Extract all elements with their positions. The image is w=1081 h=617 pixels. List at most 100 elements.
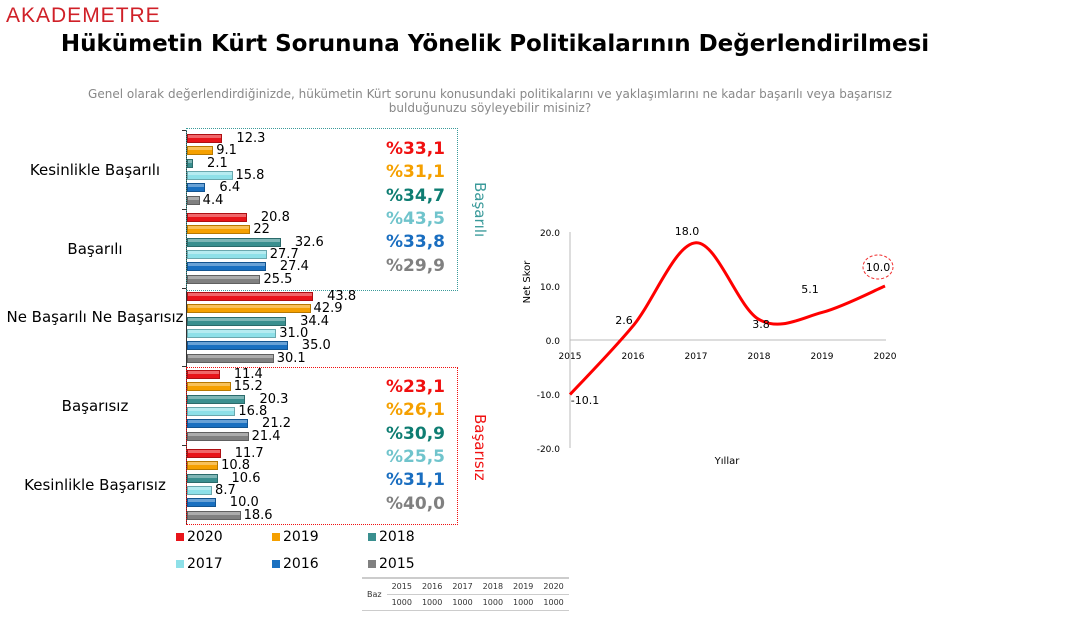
category-label: Kesinlikle Başarısız — [24, 476, 166, 494]
x-tick-label: 2019 — [811, 352, 834, 362]
bar-value-label: 42.9 — [313, 301, 343, 317]
legend-swatch — [176, 560, 184, 568]
legend-swatch — [272, 533, 280, 541]
bar-2015 — [187, 510, 241, 520]
data-label: 2.6 — [615, 314, 633, 327]
x-axis-title: Yıllar — [714, 456, 741, 467]
bar-value-label: 15.8 — [235, 167, 265, 183]
data-label: 10.0 — [866, 261, 891, 274]
bar-2018 — [187, 237, 281, 247]
bar-value-label: 20.8 — [260, 210, 290, 225]
bar-2017 — [187, 328, 277, 338]
logo: AKADEMETRE — [6, 4, 161, 27]
page-subtitle: Genel olarak değerlendirdiğinizde, hüküm… — [88, 87, 892, 115]
legend-label: 2016 — [283, 556, 319, 572]
bar-axis — [186, 130, 187, 524]
bar-2017 — [187, 485, 213, 495]
category-label: Kesinlikle Başarılı — [29, 161, 161, 179]
legend-label: 2019 — [283, 529, 319, 545]
bar-2019 — [187, 382, 231, 392]
x-tick-label: 2020 — [874, 352, 897, 362]
failure-total-2016: %31,1 — [386, 470, 445, 491]
bar-value-label: 12.3 — [236, 131, 266, 146]
bar-value-label: 32.6 — [294, 234, 324, 250]
bar-2018 — [187, 158, 194, 168]
bar-value-label: 31.0 — [279, 325, 309, 341]
bar-value-label: 43.8 — [327, 289, 357, 304]
bar-value-label: 8.7 — [215, 482, 236, 498]
axis-tick — [182, 366, 186, 367]
legend-item-2018: 2018 — [368, 529, 415, 545]
bar-2016 — [187, 341, 288, 351]
x-tick-label: 2015 — [559, 352, 582, 362]
legend-item-2016: 2016 — [272, 556, 319, 572]
base-table: Baz 2015 2016 2017 2018 2019 2020 1000 1000 1000… — [362, 577, 569, 611]
bar-2019 — [187, 304, 311, 314]
legend-swatch — [272, 560, 280, 568]
base-value: 1000 — [543, 598, 564, 607]
y-tick-label: 10.0 — [540, 283, 560, 293]
x-tick-label: 2017 — [685, 352, 708, 362]
bar-value-label: 4.4 — [202, 192, 224, 208]
bar-2016 — [187, 183, 206, 193]
base-row-label: Baz — [367, 590, 382, 599]
legend-swatch — [176, 533, 184, 541]
legend-label: 2015 — [379, 556, 415, 572]
bar-2016 — [187, 419, 249, 429]
bar-2020 — [187, 292, 314, 301]
x-tick-label: 2016 — [622, 352, 645, 362]
base-year: 2019 — [513, 582, 534, 591]
bar-value-label: 15.2 — [233, 379, 263, 395]
legend-label: 2020 — [187, 529, 223, 545]
failure-total-2020: %23,1 — [386, 377, 445, 397]
base-year: 2016 — [421, 582, 443, 591]
success-total-2015: %29,9 — [386, 255, 445, 276]
success-total-2019: %31,1 — [386, 162, 445, 183]
bar-2018 — [187, 473, 218, 483]
legend-label: 2018 — [379, 529, 415, 545]
bar-value-label: 10.6 — [231, 470, 261, 486]
bar-2017 — [187, 249, 267, 259]
success-total-2020: %33,1 — [386, 139, 445, 159]
base-year: 2015 — [391, 582, 412, 591]
base-value: 1000 — [482, 598, 504, 607]
success-group-box — [186, 128, 458, 291]
legend-item-2015: 2015 — [368, 556, 415, 572]
bar-2020 — [187, 213, 247, 222]
legend-label: 2017 — [187, 556, 223, 572]
highlight-circle — [862, 254, 894, 280]
category-label: Başarılı — [67, 240, 123, 258]
bar-value-label: 18.6 — [243, 507, 273, 523]
y-tick-label: 0.0 — [546, 337, 561, 347]
success-total-2016: %33,8 — [386, 232, 445, 253]
bar-2017 — [187, 170, 233, 180]
bar-2019 — [187, 146, 214, 156]
bar-2020 — [187, 449, 221, 458]
category-label: Ne Başarılı Ne Başarısız — [6, 308, 184, 326]
bar-2015 — [187, 274, 261, 284]
bar-2015 — [187, 195, 200, 205]
y-tick-label: 20.0 — [540, 229, 560, 239]
bar-2015 — [187, 353, 274, 363]
legend-item-2017: 2017 — [176, 556, 223, 572]
base-value: 1000 — [421, 598, 443, 607]
success-total-2017: %43,5 — [386, 208, 445, 229]
bar-value-label: 21.4 — [251, 428, 281, 444]
bar-value-label: 11.4 — [233, 367, 263, 382]
legend-swatch — [368, 560, 376, 568]
data-label: 18.0 — [675, 225, 700, 238]
failure-total-2019: %26,1 — [386, 400, 445, 421]
bar-value-label: 20.3 — [259, 391, 289, 407]
bar-2019 — [187, 225, 251, 235]
bar-value-label: 27.7 — [269, 246, 299, 262]
legend-item-2020: 2020 — [176, 529, 223, 545]
legend-item-2019: 2019 — [272, 529, 319, 545]
bar-value-label: 16.8 — [238, 403, 268, 419]
bar-value-label: 21.2 — [262, 416, 291, 432]
bar-2019 — [187, 461, 219, 471]
axis-tick — [182, 288, 186, 289]
failure-group-box — [186, 367, 458, 525]
x-tick-label: 2018 — [748, 352, 771, 362]
base-year: 2020 — [543, 582, 564, 591]
